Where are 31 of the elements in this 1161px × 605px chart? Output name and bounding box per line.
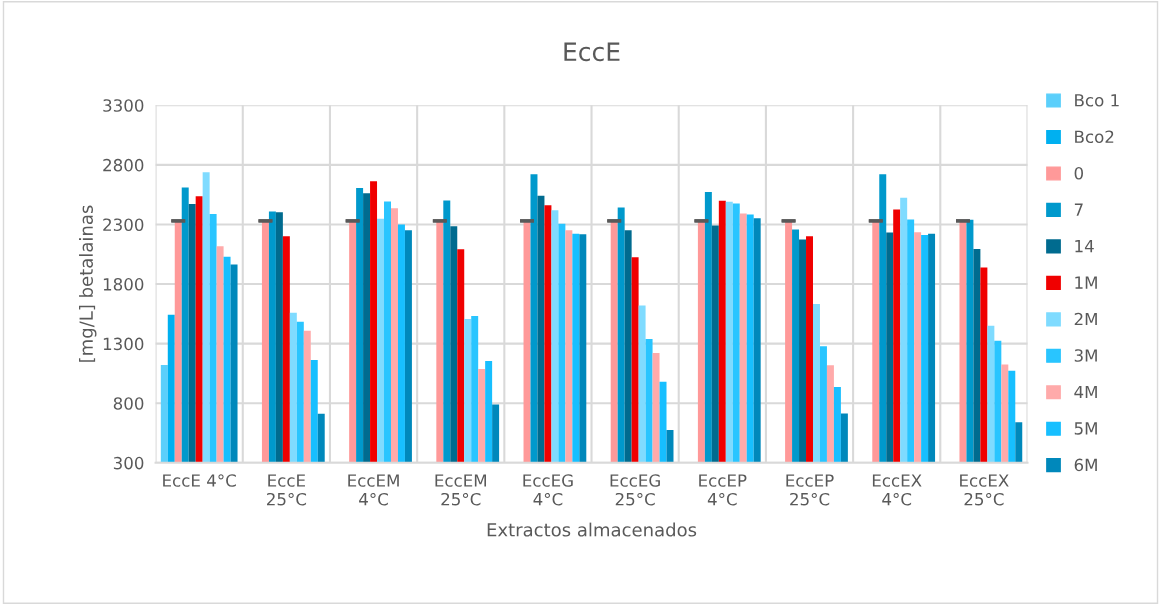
x-tick-label: EccEM 25°C [435,474,486,506]
x-axis-title: Extractos almacenados [487,522,697,537]
y-axis-title: [mg/L] betalainas [79,205,97,362]
x-tick-label: EccE 25°C [266,474,307,506]
x-tick-label: EccEP 4°C [699,474,747,506]
legend-label: Bco 1 [1075,94,1119,107]
x-tick-label: EccEM 4°C [348,474,399,506]
x-tick-label: EccEG 25°C [610,474,660,506]
legend-label: 3M [1074,349,1097,362]
legend-label: 5M [1074,422,1097,435]
y-tick-label: 2300 [103,218,144,232]
y-tick-label: 1300 [103,337,144,351]
legend-label: 6M [1074,458,1097,472]
legend-label: 7 [1074,203,1083,216]
x-tick-label: EccEX 4°C [872,474,922,506]
y-tick-label: 2800 [103,158,144,172]
legend-label: 0 [1074,166,1084,180]
legend-label: 2M [1074,312,1097,326]
legend-label: Bco2 [1075,130,1114,144]
legend-label: 1M [1075,276,1097,289]
y-tick-label: 3300 [103,99,144,112]
x-tick-label: EccEP 25°C [786,474,834,506]
y-tick-label: 800 [113,397,144,410]
x-tick-label: EccE 4°C [163,474,236,487]
legend-label: 4M [1074,385,1097,399]
y-tick-label: 1800 [103,278,144,291]
legend-label: 14 [1075,240,1094,253]
y-tick-label: 300 [113,456,144,470]
chart-title: EccE [564,42,620,62]
x-tick-label: EccEX 25°C [960,474,1009,506]
x-tick-label: EccEG 4°C [523,474,573,506]
